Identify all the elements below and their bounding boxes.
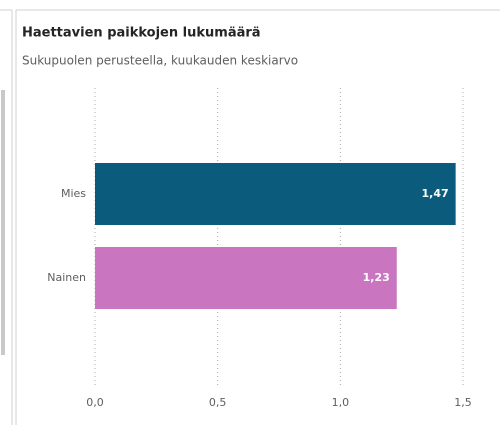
category-label: Nainen [47,271,86,284]
chart-title: Haettavien paikkojen lukumäärä [22,26,261,41]
value-label: 1,23 [363,271,390,284]
x-tick-label: 0,0 [86,396,104,409]
value-label: 1,47 [421,187,448,200]
bar [95,247,397,309]
x-tick-label: 1,5 [454,396,472,409]
category-label: Mies [61,187,86,200]
bar [95,163,456,225]
chart-subtitle: Sukupuolen perusteella, kuukauden keskia… [22,54,298,68]
x-tick-label: 1,0 [332,396,350,409]
x-tick-label: 0,5 [209,396,227,409]
scrollbar[interactable] [1,90,5,355]
